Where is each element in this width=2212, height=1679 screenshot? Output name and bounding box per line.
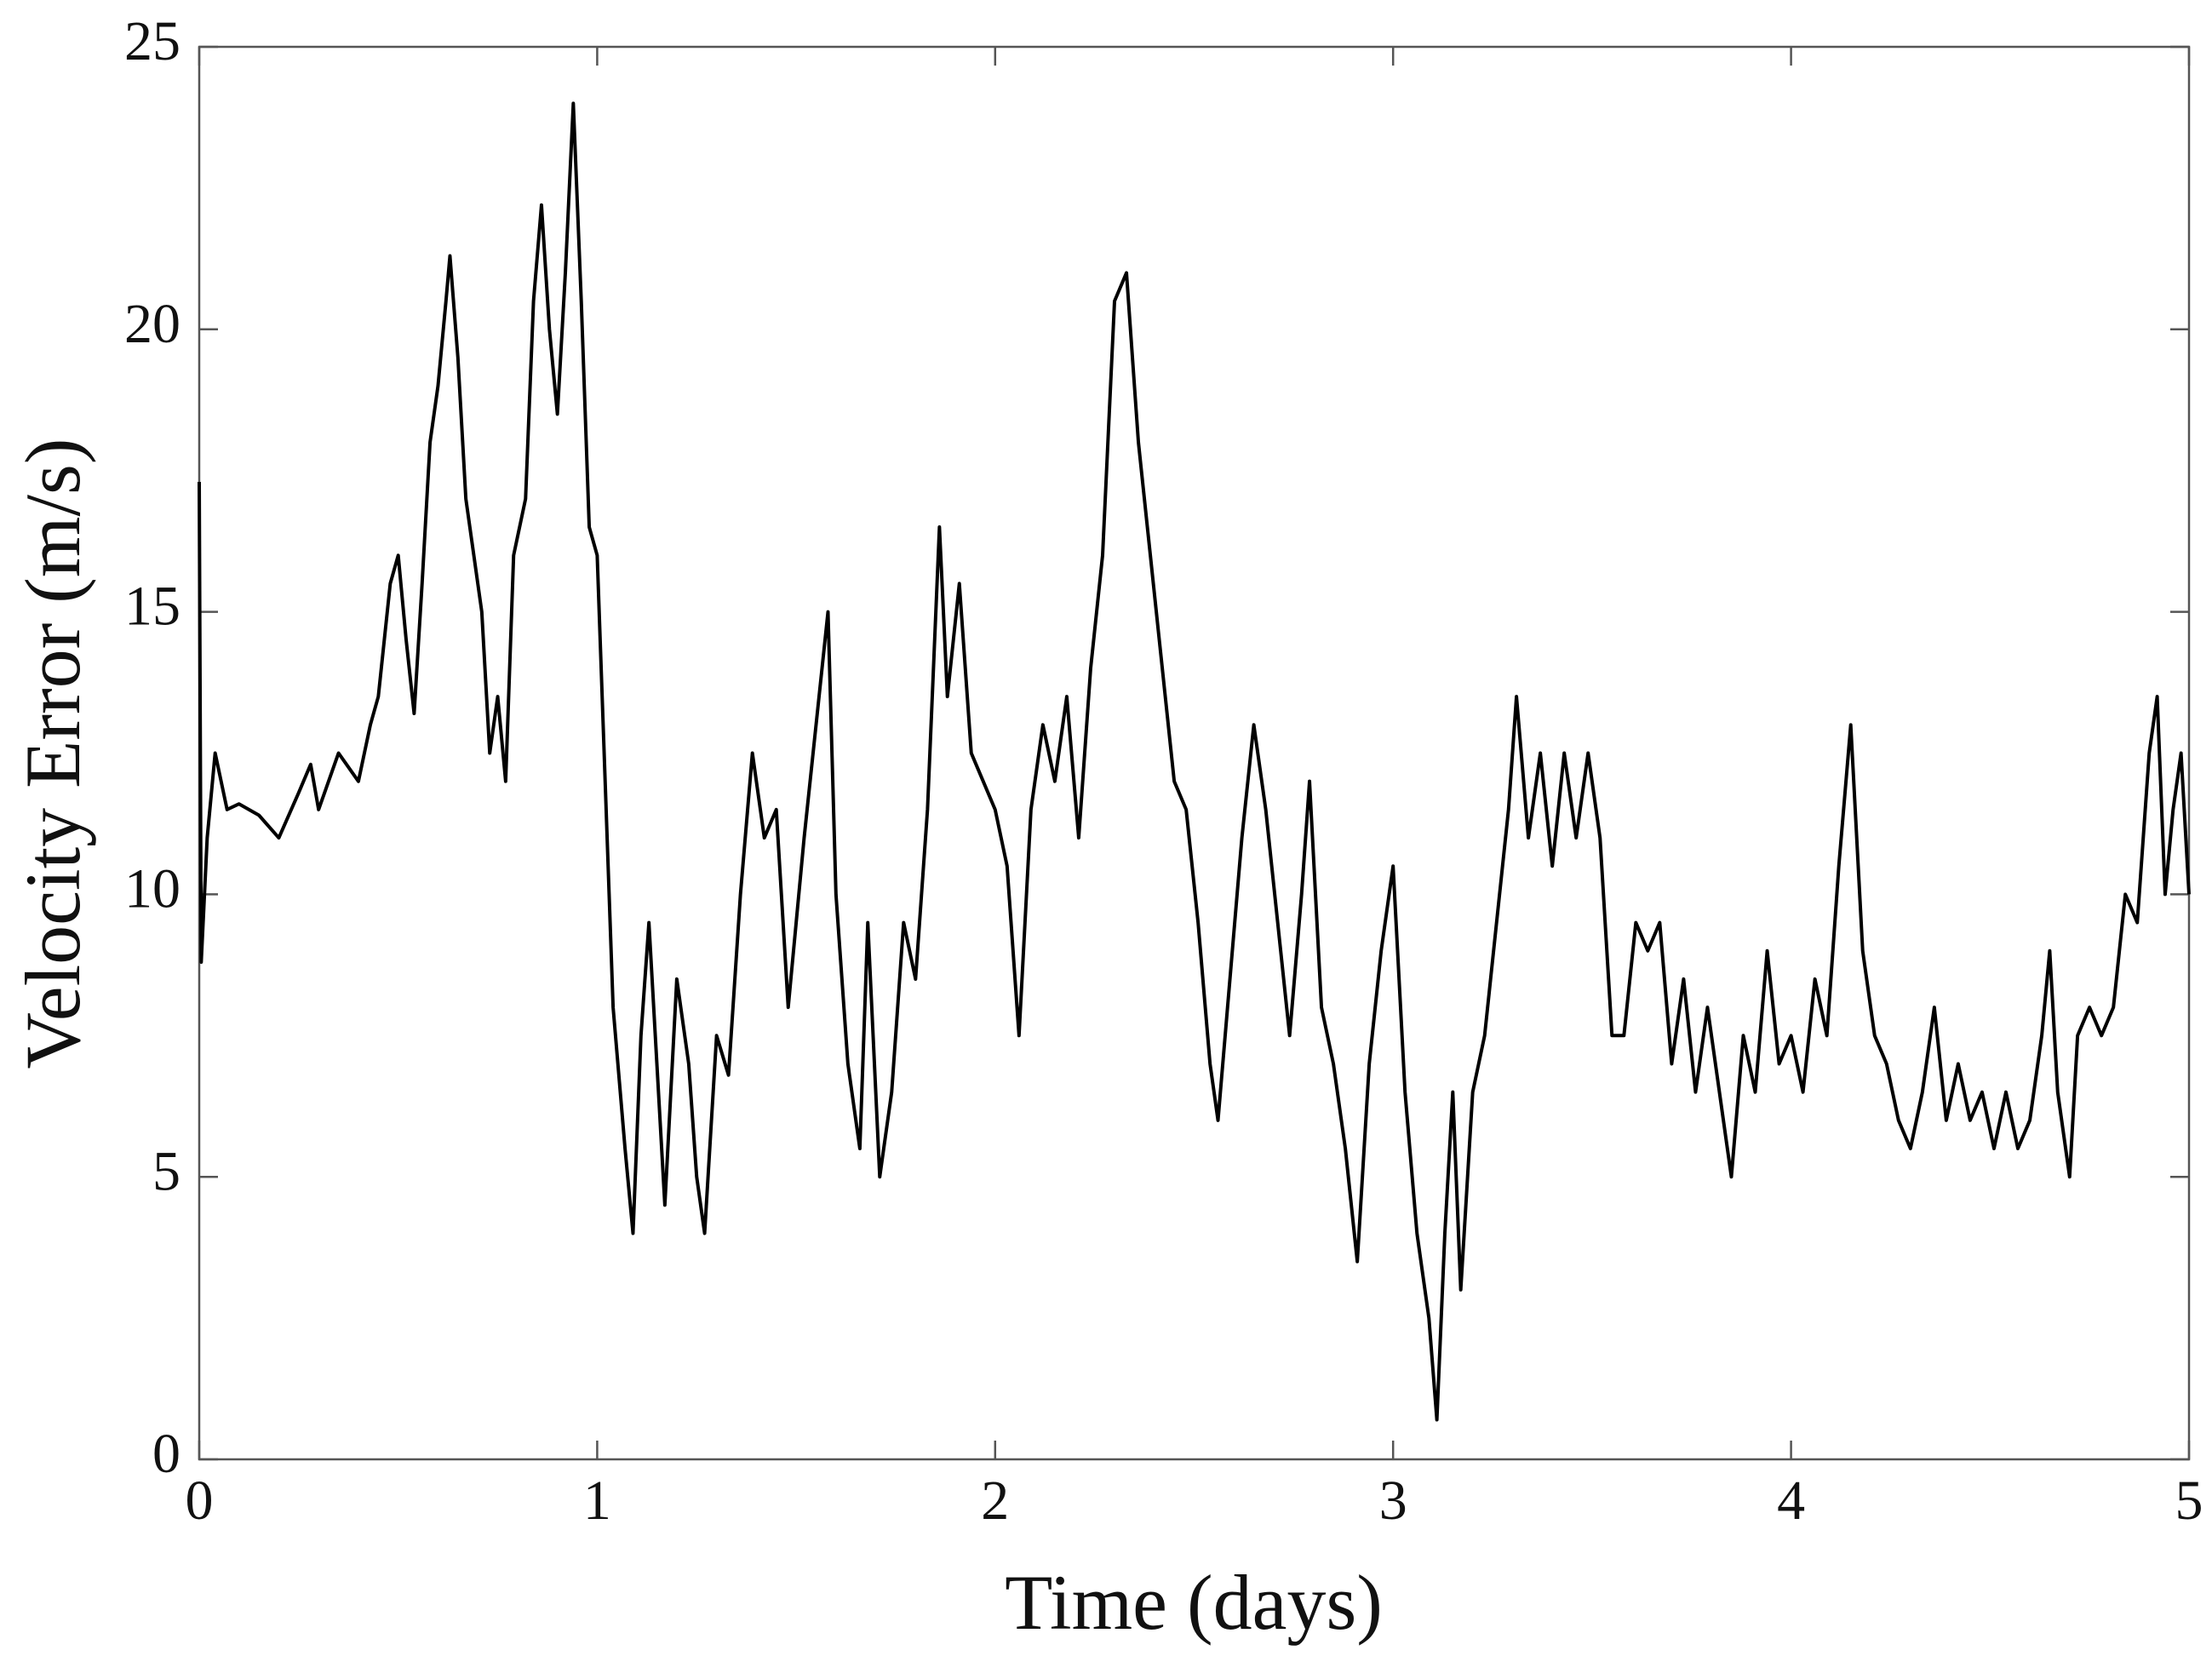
y-tick-label: 20 — [124, 293, 181, 355]
x-tick-label: 1 — [583, 1470, 611, 1532]
y-tick-label: 10 — [124, 858, 181, 920]
x-tick-label: 2 — [981, 1470, 1009, 1532]
plot-frame — [198, 45, 2191, 1461]
x-axis-label: Time (days) — [1005, 1559, 1383, 1646]
y-tick-label: 25 — [124, 10, 181, 72]
data-line — [198, 101, 2191, 1422]
y-tick-label: 15 — [124, 576, 181, 638]
y-axis-label: Velocity Error (m/s) — [9, 438, 96, 1069]
y-tick-label: 5 — [152, 1140, 181, 1202]
x-tick-label: 5 — [2175, 1470, 2203, 1532]
y-tick-label: 0 — [152, 1423, 181, 1485]
x-tick-label: 0 — [186, 1470, 214, 1532]
x-tick-label: 4 — [1777, 1470, 1805, 1532]
x-tick-label: 3 — [1379, 1470, 1407, 1532]
